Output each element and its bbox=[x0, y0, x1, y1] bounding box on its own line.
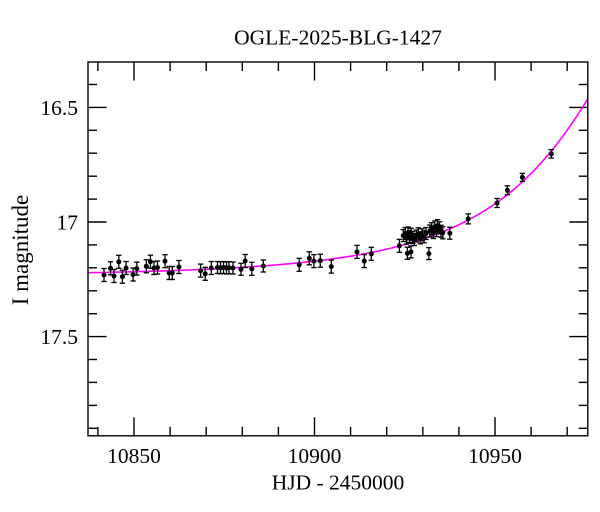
svg-text:10850: 10850 bbox=[107, 444, 161, 468]
svg-text:10950: 10950 bbox=[468, 444, 522, 468]
svg-text:16.5: 16.5 bbox=[40, 96, 78, 120]
svg-text:10900: 10900 bbox=[288, 444, 342, 468]
svg-text:I magnitude: I magnitude bbox=[8, 195, 33, 306]
svg-text:HJD - 2450000: HJD - 2450000 bbox=[272, 471, 405, 495]
svg-text:17: 17 bbox=[57, 210, 79, 234]
svg-text:OGLE-2025-BLG-1427: OGLE-2025-BLG-1427 bbox=[234, 26, 442, 50]
svg-text:17.5: 17.5 bbox=[40, 325, 78, 349]
